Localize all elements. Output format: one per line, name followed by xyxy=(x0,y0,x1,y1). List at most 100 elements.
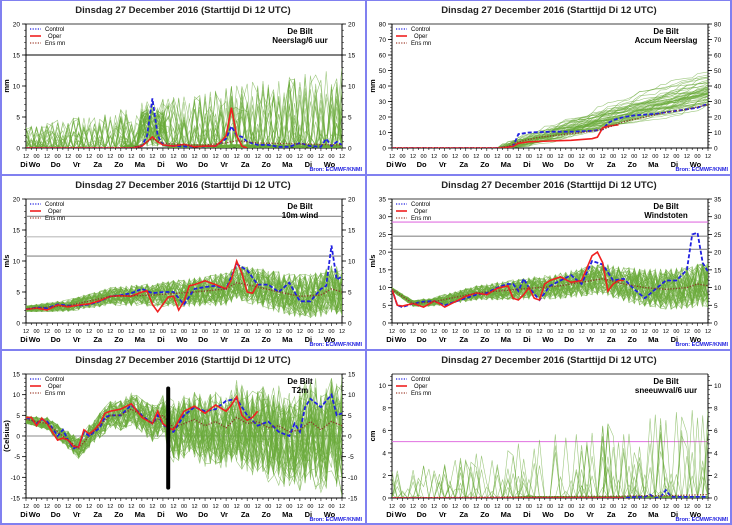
x-tick-label: 00 xyxy=(484,329,490,335)
x-tick-label: 12 xyxy=(684,504,690,510)
x-tick-label: 12 xyxy=(600,504,606,510)
x-tick-label: 00 xyxy=(33,329,39,335)
x-tick-label: 00 xyxy=(484,504,490,510)
x-tick-label: 12 xyxy=(255,504,261,510)
y-tick-label-left: 15 xyxy=(13,228,21,235)
x-tick-label: 12 xyxy=(318,504,324,510)
x-day-label: Di xyxy=(305,510,313,519)
x-day-label: Zo xyxy=(628,335,638,344)
x-tick-label: 00 xyxy=(399,154,405,160)
y-tick-label-left: 0 xyxy=(382,146,386,153)
x-tick-label: 00 xyxy=(631,329,637,335)
x-day-label: Wo xyxy=(29,160,41,169)
y-tick-label-left: -5 xyxy=(14,454,20,461)
variable-label: 10m wind xyxy=(282,211,319,220)
y-tick-label-right: -5 xyxy=(348,454,354,461)
y-tick-label-right: 35 xyxy=(714,197,722,204)
ensemble-member-line xyxy=(392,432,708,498)
y-tick-label-left: 20 xyxy=(13,22,21,29)
x-tick-label: 00 xyxy=(223,329,229,335)
x-day-label: Zo xyxy=(628,510,638,519)
y-tick-label-right: 20 xyxy=(348,22,356,29)
panel-10m-wind: Dinsdag 27 December 2016 (Starttijd Di 1… xyxy=(0,175,366,350)
x-tick-label: 00 xyxy=(76,329,82,335)
chart-svg: Dinsdag 27 December 2016 (Starttijd Di 1… xyxy=(2,5,362,173)
ensemble-member-line xyxy=(392,410,708,498)
chart-svg: Dinsdag 27 December 2016 (Starttijd Di 1… xyxy=(368,180,728,348)
x-day-label: Wo xyxy=(324,510,336,519)
ensemble-member-line xyxy=(26,398,342,490)
x-day-label: Wo xyxy=(324,335,336,344)
y-tick-label-left: 30 xyxy=(379,214,387,221)
x-day-label: Wo xyxy=(542,510,554,519)
panel-accum-neerslag: Dinsdag 27 December 2016 (Starttijd Di 1… xyxy=(366,0,732,175)
ensemble-member-line xyxy=(392,263,708,307)
ensemble-member-line xyxy=(392,446,708,498)
x-tick-label: 12 xyxy=(557,154,563,160)
x-tick-label: 12 xyxy=(213,504,219,510)
source-label: Bron: ECMWF/KNMI xyxy=(309,517,362,523)
x-tick-label: 12 xyxy=(515,154,521,160)
x-tick-label: 12 xyxy=(65,329,71,335)
x-day-label: Zo xyxy=(114,510,124,519)
x-tick-label: 00 xyxy=(673,329,679,335)
x-tick-label: 00 xyxy=(694,504,700,510)
x-tick-label: 12 xyxy=(339,504,345,510)
x-tick-label: 00 xyxy=(442,154,448,160)
x-tick-label: 12 xyxy=(86,504,92,510)
y-tick-label-left: 5 xyxy=(16,290,20,297)
y-tick-label-left: 4 xyxy=(382,450,386,457)
x-tick-label: 00 xyxy=(286,504,292,510)
chart-title: Dinsdag 27 December 2016 (Starttijd Di 1… xyxy=(441,355,656,366)
x-day-label: Do xyxy=(564,335,574,344)
ensemble-member-line xyxy=(392,95,708,148)
x-tick-label: 12 xyxy=(494,329,500,335)
x-tick-label: 00 xyxy=(97,329,103,335)
x-tick-label: 12 xyxy=(234,154,240,160)
x-day-label: Di xyxy=(523,335,531,344)
x-day-label: Zo xyxy=(114,335,124,344)
x-tick-label: 00 xyxy=(118,329,124,335)
ensemble-member-line xyxy=(26,74,342,148)
x-tick-label: 12 xyxy=(128,329,134,335)
legend-label: Oper xyxy=(48,34,61,40)
x-tick-label: 12 xyxy=(128,154,134,160)
x-tick-label: 00 xyxy=(442,329,448,335)
x-tick-label: 00 xyxy=(568,329,574,335)
ensemble-member-line xyxy=(392,434,708,498)
y-tick-label-right: 0 xyxy=(714,321,718,328)
x-tick-label: 00 xyxy=(160,329,166,335)
chart-title: Dinsdag 27 December 2016 (Starttijd Di 1… xyxy=(75,355,290,366)
frame-right xyxy=(730,0,732,525)
x-day-label: Zo xyxy=(628,160,638,169)
x-tick-label: 12 xyxy=(339,329,345,335)
y-tick-label-left: 35 xyxy=(379,197,387,204)
x-tick-label: 00 xyxy=(328,504,334,510)
x-tick-label: 12 xyxy=(579,154,585,160)
ensemble-member-line xyxy=(392,82,708,148)
y-tick-label-left: 60 xyxy=(379,53,387,60)
x-tick-label: 12 xyxy=(107,504,113,510)
x-tick-label: 12 xyxy=(44,329,50,335)
x-tick-label: 12 xyxy=(65,154,71,160)
x-tick-label: 00 xyxy=(526,504,532,510)
ensemble-member-line xyxy=(392,267,708,307)
x-day-label: Wo xyxy=(395,335,407,344)
x-tick-label: 00 xyxy=(181,504,187,510)
series-oper-line xyxy=(26,258,259,314)
chart-title: Dinsdag 27 December 2016 (Starttijd Di 1… xyxy=(75,5,290,16)
ensemble-member-line xyxy=(26,272,342,312)
x-tick-label: 00 xyxy=(421,329,427,335)
plot-area xyxy=(26,245,342,319)
y-tick-label-right: 80 xyxy=(714,22,722,29)
ensemble-member-line xyxy=(26,89,342,148)
x-tick-label: 12 xyxy=(410,504,416,510)
x-tick-label: 00 xyxy=(160,504,166,510)
ensemble-member-line xyxy=(26,84,342,148)
x-day-label: Di xyxy=(20,510,28,519)
y-tick-label-right: 10 xyxy=(348,84,356,91)
x-tick-label: 12 xyxy=(149,154,155,160)
x-tick-label: 12 xyxy=(579,329,585,335)
x-tick-label: 00 xyxy=(694,154,700,160)
x-tick-label: 00 xyxy=(55,504,61,510)
